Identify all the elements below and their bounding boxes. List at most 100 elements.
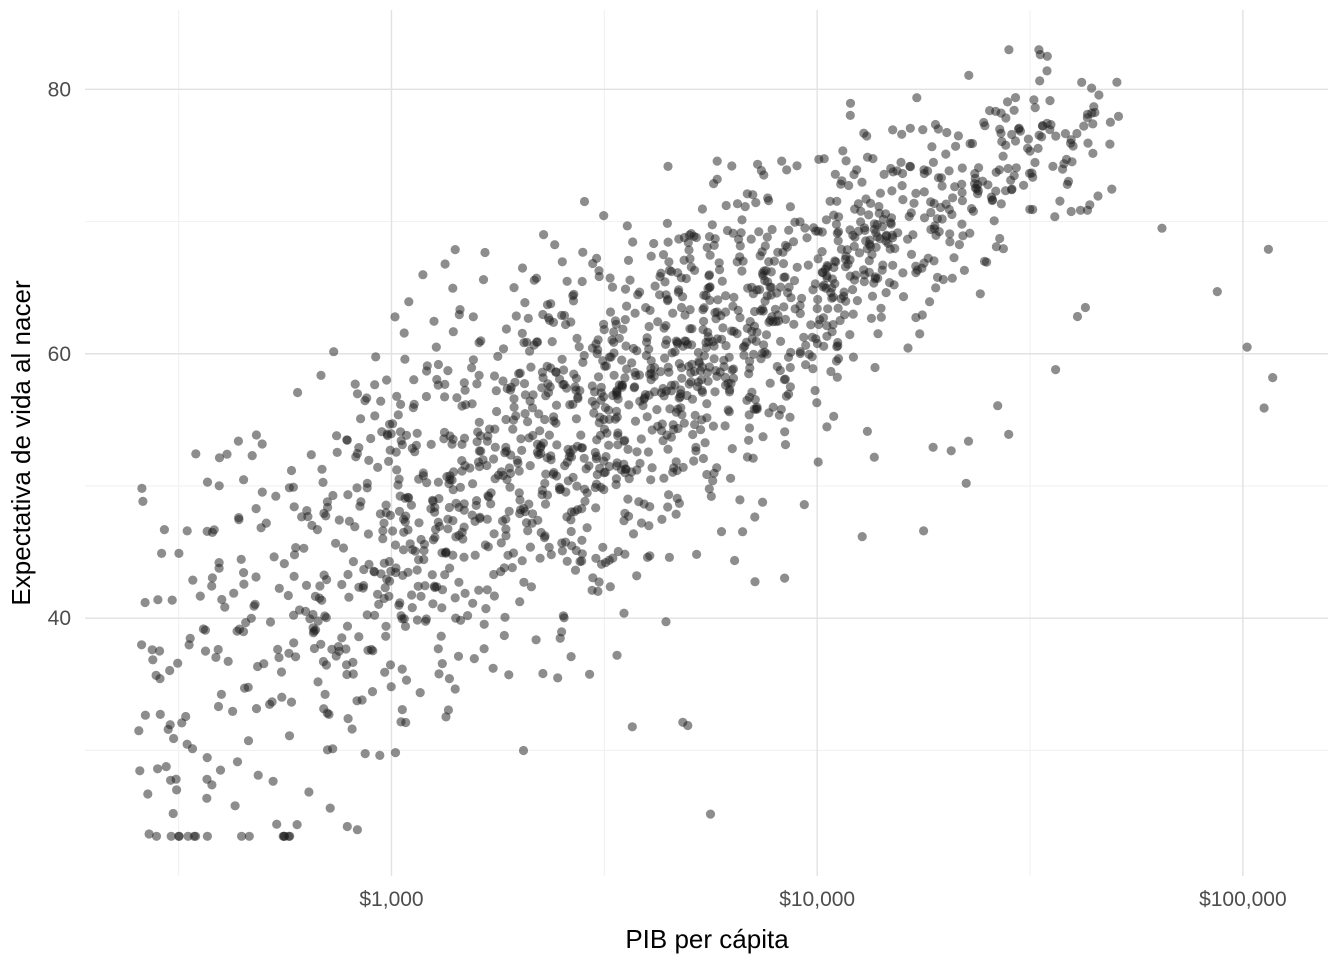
data-point [1051,131,1061,141]
data-point [517,328,527,338]
data-point [499,563,509,573]
data-point [479,619,489,629]
data-point [370,610,380,620]
data-point [472,379,482,389]
data-point [819,341,829,351]
data-point [241,618,251,628]
data-point [461,400,471,410]
data-point [460,385,470,395]
data-point [566,317,576,327]
data-point [1007,185,1017,195]
data-point [671,407,681,417]
data-point [331,651,341,661]
data-point [338,543,349,553]
data-point [687,324,697,334]
data-point [906,249,917,259]
data-point [699,303,709,313]
data-point [897,129,907,139]
data-point [800,223,810,233]
data-point [1085,200,1095,210]
data-point [319,704,329,714]
data-point [778,259,789,269]
data-point [313,677,323,687]
data-point [825,196,835,206]
data-point [1068,141,1078,151]
data-point [166,775,176,785]
data-point [509,402,519,412]
data-point [504,506,514,516]
data-point [304,787,314,797]
data-point [609,327,619,337]
data-point [668,308,678,318]
data-point [581,464,591,474]
data-point [313,616,323,626]
data-point [347,724,357,734]
data-point [697,415,707,425]
data-point [1037,121,1048,131]
data-point [390,540,401,550]
data-point [433,644,443,654]
data-point [1030,103,1040,113]
data-point [744,410,754,420]
data-point [957,219,967,229]
data-point [848,352,859,362]
data-point [851,270,861,280]
data-point [490,474,500,484]
data-point [239,579,249,589]
data-point [579,453,589,463]
data-point [257,487,267,497]
data-point [1004,45,1014,55]
data-point [559,365,569,375]
data-point [782,165,792,175]
data-point [712,174,722,184]
data-point [444,502,454,513]
data-point [348,657,358,668]
data-point [515,597,525,607]
data-point [622,221,632,231]
data-point [159,525,169,535]
data-point [217,594,227,605]
data-point [945,229,955,239]
data-point [452,393,462,403]
data-point [505,482,515,492]
data-point [699,316,709,326]
data-point [936,202,946,213]
data-point [560,461,570,471]
data-point [705,250,715,260]
data-point [634,370,645,380]
data-point [732,199,743,209]
data-point [244,831,254,841]
data-point [230,801,240,811]
data-point [795,347,805,357]
data-point [739,350,749,360]
data-point [752,404,762,414]
data-point [279,559,289,569]
data-point [418,471,428,481]
data-point [1042,66,1052,76]
data-point [620,373,630,383]
data-point [831,356,842,366]
data-point [168,808,178,819]
data-point [636,518,647,528]
data-point [191,449,201,459]
data-point [552,471,562,481]
data-point [958,231,968,241]
data-point [514,369,524,379]
data-point [459,522,469,532]
data-point [562,556,572,566]
data-point [454,530,464,540]
data-point [222,449,232,459]
data-point [691,442,701,452]
data-point [807,352,817,362]
data-point [898,195,908,205]
data-point [687,394,698,404]
data-point [370,380,380,390]
data-point [691,232,702,243]
data-point [864,210,874,220]
data-point [540,499,551,509]
data-point [740,341,750,351]
data-point [173,658,183,668]
data-point [623,444,633,454]
data-point [393,480,403,490]
data-point [172,785,182,795]
